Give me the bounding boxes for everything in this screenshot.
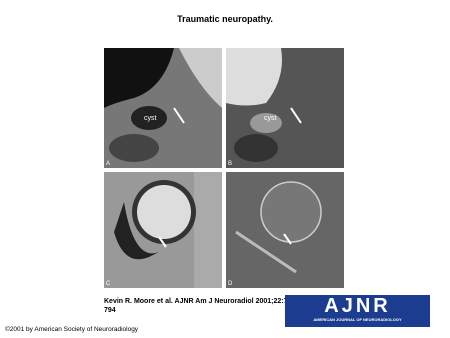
panel-label: A (106, 161, 110, 167)
panel-label: C (106, 281, 111, 287)
mri-panel-a: cyst A (104, 48, 222, 168)
logo-subtitle: AMERICAN JOURNAL OF NEURORADIOLOGY (313, 317, 402, 322)
panel-label: B (228, 161, 232, 167)
panel-annotation: cyst (264, 115, 277, 122)
logo-title: AJNR (324, 295, 391, 317)
copyright: ©2001 by American Society of Neuroradiol… (5, 326, 139, 333)
citation: Kevin R. Moore et al. AJNR Am J Neurorad… (104, 298, 298, 314)
mri-panel-d: D (226, 172, 344, 288)
mri-panel-c: C (104, 172, 222, 288)
journal-logo: AJNR AMERICAN JOURNAL OF NEURORADIOLOGY (285, 295, 430, 327)
panel-label: D (228, 281, 233, 287)
mri-panel-b: cyst B (226, 48, 344, 168)
slide-title: Traumatic neuropathy. (177, 14, 273, 24)
panel-annotation: cyst (144, 115, 157, 122)
